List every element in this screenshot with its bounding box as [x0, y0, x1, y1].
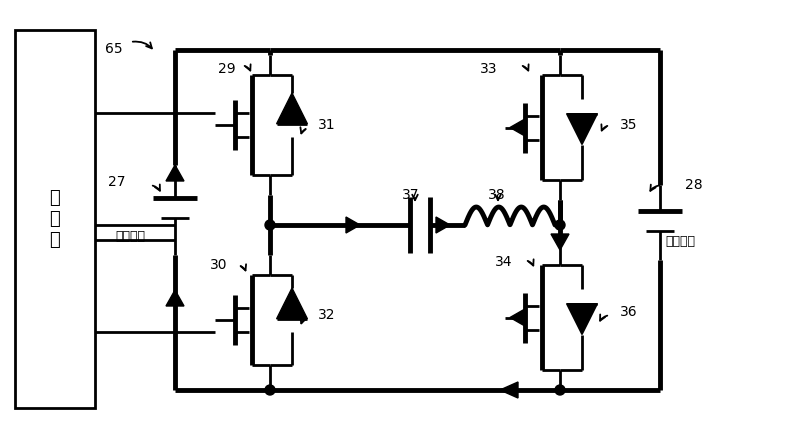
Text: 36: 36 — [620, 305, 638, 319]
Circle shape — [555, 220, 565, 230]
Text: 29: 29 — [218, 62, 236, 76]
Polygon shape — [277, 288, 307, 319]
Text: 38: 38 — [488, 188, 506, 202]
Polygon shape — [566, 304, 598, 335]
Polygon shape — [510, 120, 524, 135]
Polygon shape — [166, 165, 184, 181]
Text: 37: 37 — [402, 188, 419, 202]
Text: 27: 27 — [108, 175, 126, 189]
Polygon shape — [346, 217, 360, 233]
Polygon shape — [551, 234, 569, 250]
Polygon shape — [566, 114, 598, 145]
Polygon shape — [500, 382, 518, 398]
Polygon shape — [166, 290, 184, 306]
Polygon shape — [510, 310, 524, 325]
Text: 30: 30 — [210, 258, 227, 272]
Text: 35: 35 — [620, 118, 638, 132]
Text: 33: 33 — [480, 62, 498, 76]
Text: 第二电池: 第二电池 — [665, 235, 695, 248]
Circle shape — [555, 385, 565, 395]
Circle shape — [265, 220, 275, 230]
Circle shape — [265, 385, 275, 395]
Polygon shape — [277, 93, 307, 124]
Text: 32: 32 — [318, 308, 335, 322]
Polygon shape — [436, 217, 450, 233]
Text: 第一电池: 第一电池 — [115, 230, 145, 243]
Text: 28: 28 — [685, 178, 702, 192]
Text: 31: 31 — [318, 118, 336, 132]
Text: 65: 65 — [105, 42, 122, 56]
Text: 34: 34 — [495, 255, 513, 269]
Bar — [15, 30, 95, 408]
Text: 控
制
器: 控 制 器 — [50, 189, 60, 249]
